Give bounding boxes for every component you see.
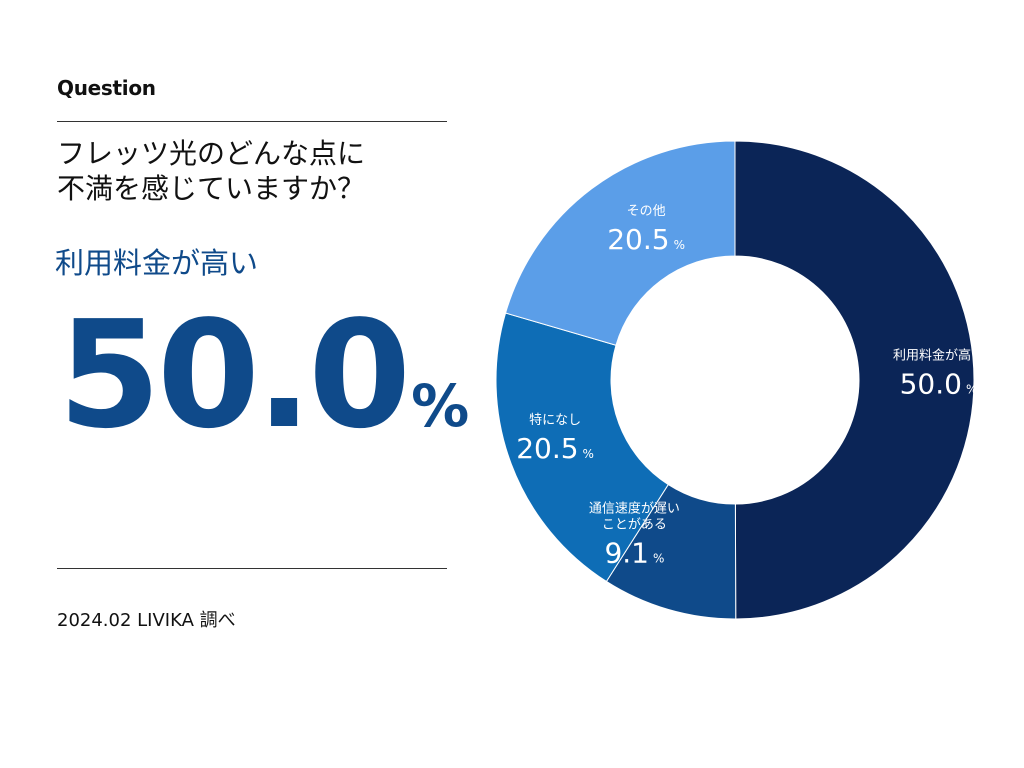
- source-note: 2024.02 LIVIKA 調べ: [57, 610, 236, 631]
- highlight-unit: %: [411, 372, 470, 440]
- highlight-value-block: 50.0%: [58, 300, 469, 481]
- highlight-value: 50.0: [58, 289, 411, 461]
- top-divider: [57, 121, 447, 122]
- question-label: Question: [57, 76, 156, 100]
- slice-value: 20.5%: [516, 432, 594, 465]
- donut-slice: [495, 312, 669, 583]
- slice-label: その他: [627, 204, 666, 219]
- slice-value: 9.1%: [604, 536, 664, 569]
- bottom-divider: [57, 568, 447, 569]
- slice-label: 通信速度が遅い: [589, 500, 680, 516]
- slice-value: 50.0%: [900, 368, 978, 401]
- donut-slice: [504, 140, 736, 346]
- slice-label: ことがある: [602, 517, 667, 532]
- highlight-label: 利用料金が高い: [55, 246, 259, 280]
- donut-slice: [734, 140, 975, 620]
- slice-value: 20.5%: [607, 223, 685, 256]
- slice-label: 特になし: [529, 413, 581, 428]
- question-text: フレッツ光のどんな点に 不満を感じていますか？: [57, 137, 366, 205]
- slice-label: 利用料金が高い: [893, 348, 984, 364]
- donut-slices: [495, 140, 975, 620]
